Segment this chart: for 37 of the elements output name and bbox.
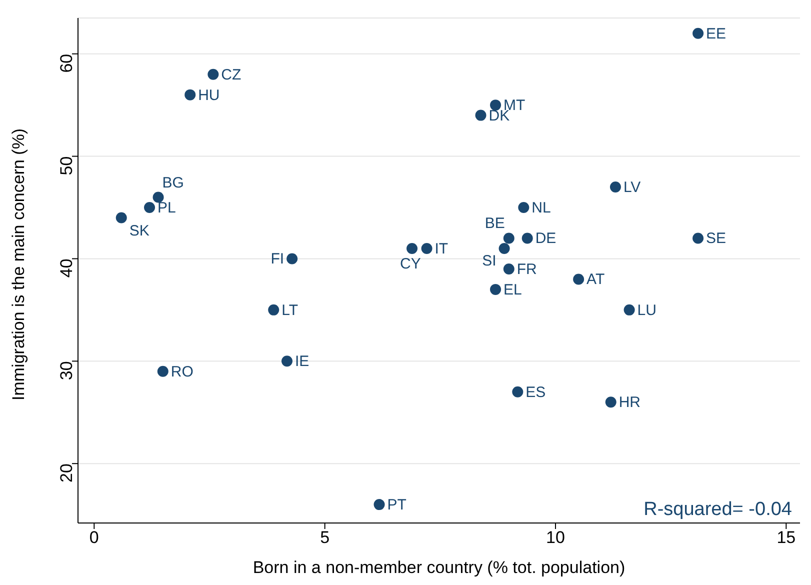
annotation: DE (535, 230, 556, 248)
x-tick-label: 5 (320, 528, 330, 548)
annotation: CY (400, 255, 421, 272)
y-tick-label: 20 (57, 464, 76, 483)
annotation: SK (129, 222, 150, 240)
annotation: IE (294, 353, 310, 370)
y-tick-label: 30 (57, 361, 76, 380)
annotation: ES (526, 384, 546, 401)
annotation: IT (434, 240, 448, 258)
annotation: HR (618, 394, 641, 412)
x-tick-label: 0 (89, 528, 99, 548)
annotation: PT (387, 496, 406, 514)
x-axis-title: Born in a non-member country (% tot. population) (252, 558, 626, 577)
annotation: HU (198, 86, 220, 104)
annotation: SE (706, 230, 726, 248)
y-tick-label: 40 (57, 258, 76, 278)
annotation: LU (637, 302, 656, 319)
x-tick-label: 15 (776, 528, 796, 548)
annotation: EL (504, 281, 522, 298)
annotation: LV (623, 179, 641, 196)
annotation: RO (170, 363, 194, 380)
annotation: CZ (221, 66, 242, 84)
annotation: EE (706, 25, 726, 42)
annotation: FI (270, 250, 284, 268)
y-tick-label: 60 (57, 54, 76, 73)
annotation: LT (282, 302, 298, 319)
annotation: AT (586, 271, 605, 288)
annotation: BG (162, 174, 184, 192)
annotation: BE (484, 215, 505, 232)
y-tick-label: 50 (57, 156, 76, 176)
y-axis-title: Immigration is the main concern (%) (9, 128, 28, 400)
annotation: SI (482, 252, 496, 270)
x-tick-label: 10 (546, 528, 565, 548)
annotation: PL (158, 200, 176, 217)
annotation: R-squared= -0.04 (644, 499, 792, 520)
annotation: FR (516, 260, 538, 278)
annotation: NL (532, 200, 551, 217)
